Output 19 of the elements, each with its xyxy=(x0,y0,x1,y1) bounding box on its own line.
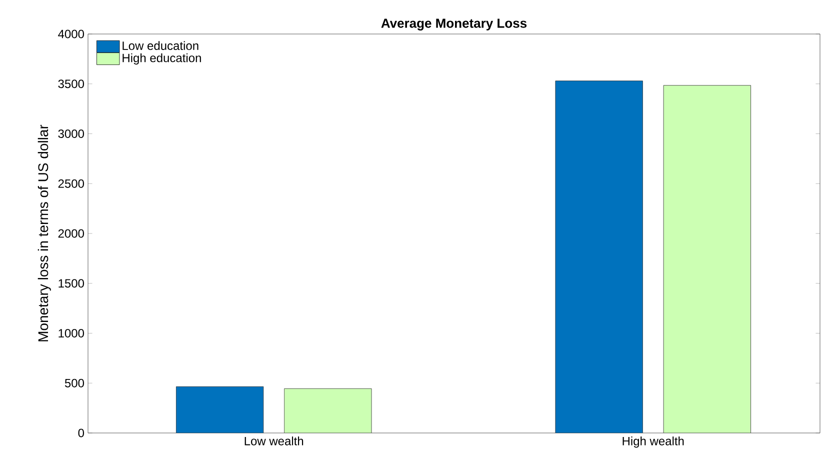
y-tick-label: 2000 xyxy=(58,229,84,238)
y-tick-label: 500 xyxy=(64,378,84,388)
x-tick-label: Low wealth xyxy=(244,436,304,446)
y-tick-label: 3000 xyxy=(58,129,84,138)
chart-title: Average Monetary Loss xyxy=(381,18,527,30)
bar xyxy=(555,80,643,433)
y-tick-label: 3500 xyxy=(58,80,84,88)
y-tick-label: 0 xyxy=(78,428,84,438)
bar xyxy=(663,85,751,433)
y-tick-label: 4000 xyxy=(58,30,84,38)
y-tick-label: 2500 xyxy=(58,179,84,188)
legend-label: Low education xyxy=(122,41,198,50)
bar xyxy=(284,388,372,433)
bar xyxy=(176,386,264,433)
legend-label: High education xyxy=(122,53,201,65)
y-tick-label: 1500 xyxy=(58,279,84,288)
y-axis-title: Monetary loss in terms of US dollar xyxy=(38,124,51,342)
y-tick-label: 1000 xyxy=(58,328,84,338)
x-tick-label: High wealth xyxy=(622,436,684,448)
